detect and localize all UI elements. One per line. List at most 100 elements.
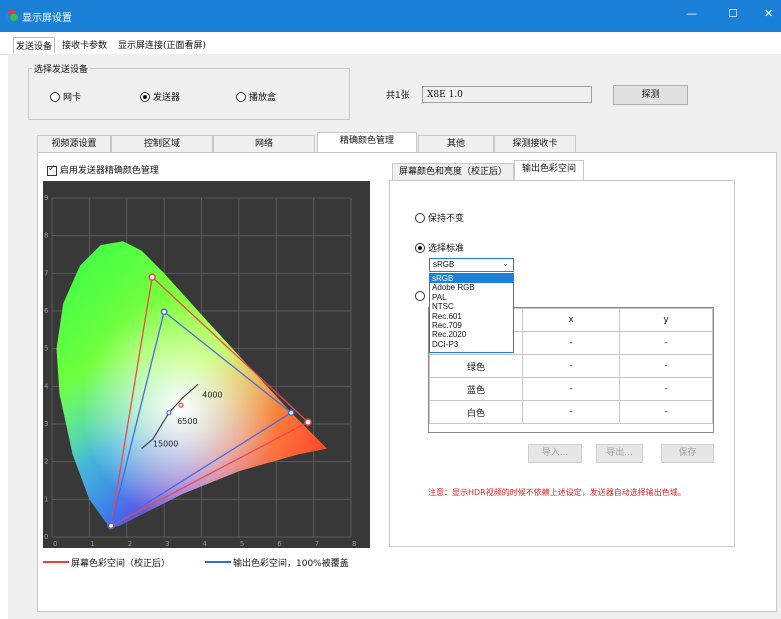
import-button[interactable]: 导入... [528, 444, 582, 463]
radio-player-box[interactable]: 播放盒 [236, 90, 276, 103]
radio-label: 选择标准 [428, 244, 465, 254]
window-title: 显示屏设置 [22, 13, 72, 24]
coordinate-cell[interactable]: - [619, 354, 713, 378]
output-gamut-vertex[interactable] [287, 409, 295, 417]
dropdown-option[interactable]: PAL [432, 292, 447, 302]
white-point-marker [178, 402, 184, 408]
y-tick-label: 4 [44, 382, 49, 390]
top-tab-bar: 发送设备 接收卡参数 显示屏连接(正面看屏) [0, 32, 781, 55]
cct-label: 4000 [202, 391, 222, 400]
send-device-group-label: 选择发送设备 [32, 62, 91, 75]
y-tick-label: 8 [44, 232, 48, 240]
screen-gamut-vertex[interactable] [148, 273, 156, 281]
header-cell: x [522, 308, 620, 332]
radio-label: 网卡 [63, 93, 82, 103]
top-tab-receiver-params[interactable]: 接收卡参数 [62, 41, 108, 51]
enable-color-mgmt-checkbox[interactable]: 启用发送器精确颜色管理 [47, 163, 159, 176]
tab-detect-receiver[interactable]: 探测接收卡 [494, 135, 576, 152]
coordinate-cell[interactable]: - [619, 331, 713, 355]
coordinate-cell[interactable]: - [522, 354, 620, 378]
dropdown-options-list: sRGB Adobe RGB PAL NTSC Rec.601 Rec.709 Rec.20… [429, 273, 514, 353]
y-tick-label: 2 [44, 458, 48, 466]
x-tick-label: 2 [128, 540, 132, 548]
radio-network-card[interactable]: 网卡 [50, 90, 81, 103]
coordinate-cell[interactable]: - [522, 377, 620, 401]
radio-custom[interactable] [415, 291, 428, 301]
screen-gamut-triangle [110, 275, 310, 527]
primaries-table: x y 红色--绿色--蓝色--白色-- [429, 308, 713, 424]
dropdown-option[interactable]: Adobe RGB [432, 283, 475, 293]
dropdown-option[interactable]: sRGB [430, 274, 513, 284]
y-tick-label: 6 [44, 307, 49, 315]
detect-button[interactable]: 探测 [613, 85, 688, 105]
tab-other[interactable]: 其他 [418, 135, 494, 152]
radio-indicator [236, 91, 246, 102]
radio-indicator [415, 291, 425, 301]
checkbox-label: 启用发送器精确颜色管理 [59, 166, 159, 176]
tab-color-management[interactable]: 精确颜色管理 [317, 132, 417, 152]
dropdown-option[interactable]: NTSC [432, 302, 454, 312]
tab-control-area[interactable]: 控制区域 [111, 135, 213, 152]
coordinate-cell[interactable]: - [522, 331, 620, 355]
y-tick-label: 7 [44, 269, 48, 277]
close-button[interactable]: ✕ [764, 7, 774, 20]
radio-select-standard[interactable]: 选择标准 [415, 241, 464, 254]
minimize-button[interactable]: — [686, 7, 697, 20]
legend-output-swatch [205, 561, 231, 563]
subtab-screen-color[interactable]: 屏幕颜色和亮度（校正后） [392, 163, 514, 180]
legend-screen-swatch [43, 561, 69, 563]
color-name-cell: 白色 [429, 400, 523, 424]
export-button[interactable]: 导出... [596, 444, 643, 463]
output-gamut-vertex[interactable] [107, 522, 115, 530]
radio-indicator [50, 91, 60, 102]
dropdown-value: sRGB [433, 260, 455, 269]
x-tick-label: 4 [203, 540, 208, 548]
device-field-value: X8E 1.0 [427, 90, 463, 100]
tab-network[interactable]: 网络 [213, 135, 315, 152]
header-cell: y [619, 308, 713, 332]
send-device-group [28, 68, 350, 120]
tab-video-source[interactable]: 视频源设置 [37, 135, 111, 152]
hdr-note: 注意：显示HDR视频的时候不依赖上述设定，发送器自动选择输出色域。 [428, 488, 686, 497]
coordinate-cell[interactable]: - [522, 400, 620, 424]
x-tick-label: 7 [315, 540, 319, 548]
x-tick-label: 6 [277, 540, 282, 548]
screen-gamut-vertex[interactable] [304, 418, 312, 426]
subtab-output-color-space[interactable]: 输出色彩空间 [514, 160, 584, 180]
radio-indicator [415, 242, 425, 253]
dropdown-option[interactable]: Rec.2020 [432, 330, 467, 340]
chromaticity-chart: 0 1 2 3 4 5 6 7 8 0 1 2 3 4 5 6 7 8 9 4000 6500 15000 [43, 181, 370, 548]
title-bar: 显示屏设置 — ☐ ✕ [0, 0, 781, 32]
radio-keep-unchanged[interactable]: 保持不变 [415, 211, 464, 224]
radio-sender[interactable]: 发送器 [140, 90, 180, 103]
dropdown-option[interactable]: DCI-P3 [432, 339, 459, 349]
cct-label: 15000 [153, 440, 178, 449]
save-button[interactable]: 保存 [661, 444, 714, 463]
x-tick-label: 8 [352, 540, 356, 548]
output-gamut-triangle [110, 310, 293, 528]
y-tick-label: 5 [44, 345, 48, 353]
chevron-down-icon: ⌄ [502, 259, 509, 268]
radio-indicator [140, 91, 150, 102]
legend-output-label: 输出色彩空间，100%被覆盖 [233, 559, 349, 569]
y-tick-label: 1 [44, 495, 48, 503]
y-tick-label: 3 [44, 420, 48, 428]
dropdown-option[interactable]: Rec.601 [432, 311, 462, 321]
table-row: 蓝色 - - [429, 377, 713, 401]
x-tick-label: 3 [165, 540, 169, 548]
coordinate-cell[interactable]: - [619, 400, 713, 424]
x-tick-label: 5 [240, 540, 244, 548]
maximize-button[interactable]: ☐ [728, 7, 738, 20]
checkbox-indicator [47, 164, 57, 176]
x-tick-label: 1 [90, 540, 94, 548]
coordinate-cell[interactable]: - [619, 377, 713, 401]
standard-dropdown[interactable]: sRGB ⌄ [429, 258, 514, 272]
cct-label: 6500 [177, 417, 197, 426]
output-gamut-vertex[interactable] [160, 308, 168, 316]
top-tab-send-device[interactable]: 发送设备 [13, 37, 56, 53]
dropdown-option[interactable]: Rec.709 [432, 320, 462, 330]
table-row: 白色 - - [429, 400, 713, 424]
color-name-cell: 绿色 [429, 354, 523, 378]
y-tick-label: 9 [44, 194, 48, 202]
top-tab-screen-connection[interactable]: 显示屏连接(正面看屏) [118, 41, 207, 51]
